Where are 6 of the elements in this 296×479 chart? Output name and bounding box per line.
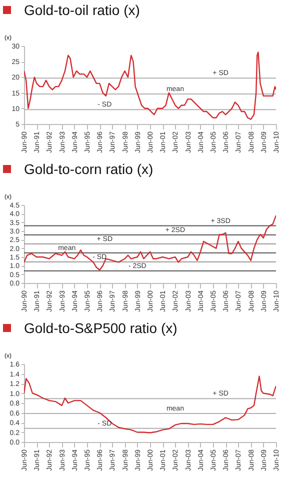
- line-series: [24, 52, 276, 120]
- chart-title: Gold-to-S&P500 ratio (x): [24, 320, 178, 336]
- line-series: [24, 214, 276, 271]
- chart-title: Gold-to-corn ratio (x): [24, 161, 154, 177]
- chart-title: Gold-to-oil ratio (x): [24, 2, 140, 18]
- line-series: [24, 376, 276, 434]
